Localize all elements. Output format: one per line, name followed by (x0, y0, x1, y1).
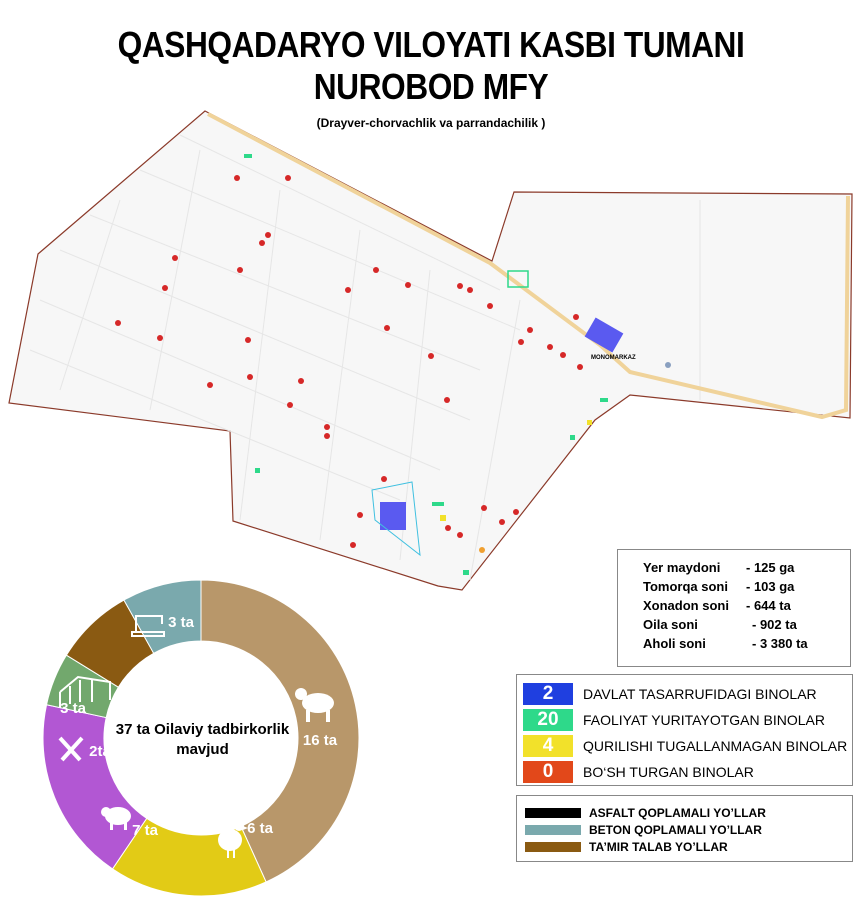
legend-row-unfinished-buildings: 4 QURILISHI TUGALLANMAGAN BINOLAR (523, 735, 848, 757)
road-label: TA’MIR TALAB YO’LLAR (589, 840, 728, 854)
greenhouse-icon (59, 675, 111, 708)
tools-icon (58, 736, 84, 762)
sheep-icon (101, 807, 131, 830)
statistics-panel: Yer maydoni - 125 ga Tomorqa soni - 103 … (617, 549, 851, 667)
household-markers (115, 175, 583, 548)
stat-label: Xonadon soni (643, 598, 729, 613)
legend-label: FAOLIYAT YURITAYOTGAN BINOLAR (583, 712, 825, 728)
legend-count: 0 (523, 761, 573, 783)
road-swatch (525, 808, 581, 818)
unfinished-building (440, 515, 446, 521)
active-building (255, 468, 260, 473)
title-line-1: QASHQADARYO VILOYATI KASBI TUMANI (117, 24, 745, 65)
title-line-2: NUROBOD MFY (313, 66, 549, 107)
stat-value: - 103 ga (746, 579, 795, 594)
cow-icon (295, 688, 334, 722)
stat-label: Aholi soni (643, 636, 706, 651)
donut-segment-label: 16 ta (303, 732, 338, 749)
stat-value: - 3 380 ta (752, 636, 808, 651)
active-building (600, 398, 608, 402)
road-label: BETON QOPLAMALI YO’LLAR (589, 823, 762, 837)
school-building (380, 502, 406, 530)
stat-value: - 125 ga (746, 560, 795, 575)
donut-segment-label: 6 ta (247, 820, 274, 837)
donut-segment-label: 3 ta (60, 700, 87, 717)
stat-label: Yer maydoni (643, 560, 721, 575)
donut-segment-label: 2ta (89, 743, 111, 760)
road-swatch (525, 825, 581, 835)
chicken-icon (218, 821, 248, 858)
legend-label: BO‘SH TURGAN BINOLAR (583, 764, 754, 780)
active-building (463, 570, 469, 575)
road-swatch (525, 842, 581, 852)
stat-value: - 644 ta (746, 598, 791, 613)
active-building (507, 270, 529, 288)
stat-label: Tomorqa soni (643, 579, 728, 594)
donut-center-line-1: 37 ta Oilaviy tadbirkorlik (115, 721, 290, 738)
donut-center-text: 37 ta Oilaviy tadbirkorlik mavjud (110, 720, 295, 760)
stat-value: - 902 ta (752, 617, 797, 632)
active-building (244, 154, 252, 158)
active-building (570, 435, 575, 440)
buildings-legend: 2 DAVLAT TASARRUFIDAGI BINOLAR 20 FAOLIY… (516, 674, 853, 786)
donut-segment (200, 579, 360, 883)
donut-icons (58, 615, 334, 858)
school-yard (371, 481, 421, 557)
monomarkaz-label: MONOMARKAZ (591, 355, 636, 361)
sewing-machine-icon (131, 615, 165, 637)
legend-count: 4 (523, 735, 573, 757)
donut-segment-label: 7 ta (132, 822, 159, 839)
legend-label: QURILISHI TUGALLANMAGAN BINOLAR (583, 738, 848, 754)
unfinished-building (587, 420, 592, 425)
road-label: ASFALT QOPLAMALI YO’LLAR (589, 806, 766, 820)
donut-center-line-2: mavjud (176, 741, 229, 758)
location-pin-icon (479, 547, 485, 553)
stat-label: Oila soni (643, 617, 698, 632)
location-pin-icon (665, 362, 671, 368)
legend-count: 20 (523, 709, 573, 731)
legend-row-empty-buildings: 0 BO‘SH TURGAN BINOLAR (523, 761, 845, 783)
active-building (432, 502, 444, 506)
roads-legend: ASFALT QOPLAMALI YO’LLAR BETON QOPLAMALI… (516, 795, 853, 862)
legend-label: DAVLAT TASARRUFIDAGI BINOLAR (583, 686, 817, 702)
subtitle: (Drayver-chorvachlik va parrandachilik ) (316, 116, 546, 130)
monomarkaz-building (584, 317, 624, 353)
legend-row-state-buildings: 2 DAVLAT TASARRUFIDAGI BINOLAR (523, 683, 845, 705)
donut-segment-label: 3 ta (168, 614, 195, 631)
main-road (207, 112, 850, 420)
legend-row-active-buildings: 20 FAOLIYAT YURITAYOTGAN BINOLAR (523, 709, 845, 731)
legend-count: 2 (523, 683, 573, 705)
